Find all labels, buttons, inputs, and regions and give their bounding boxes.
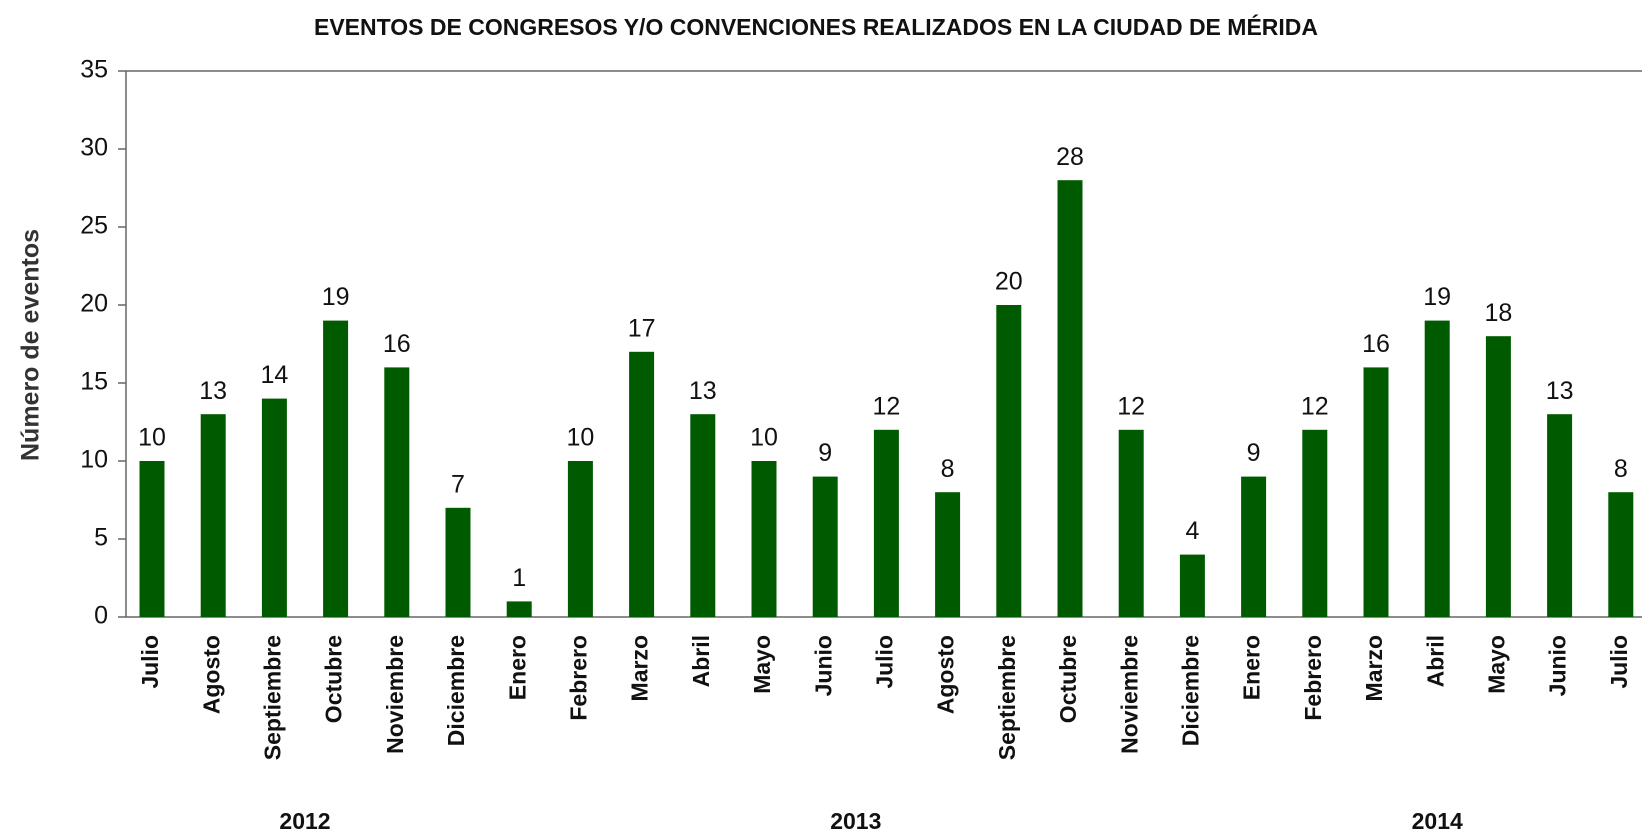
- x-tick-label: Abril: [688, 635, 714, 687]
- value-label: 19: [1423, 283, 1451, 311]
- x-tick-label: Septiembre: [994, 635, 1020, 760]
- value-label: 8: [941, 455, 955, 483]
- bar: [1547, 414, 1573, 617]
- value-label: 9: [1247, 439, 1261, 467]
- value-label: 12: [872, 392, 900, 420]
- x-group-label: 2012: [279, 808, 330, 834]
- bar: [751, 461, 777, 617]
- x-tick-label: Agosto: [198, 635, 224, 714]
- bar: [1302, 429, 1328, 617]
- x-tick-label: Junio: [810, 635, 836, 696]
- bar: [200, 414, 226, 617]
- y-tick-label: 30: [80, 134, 108, 162]
- value-label: 4: [1185, 517, 1199, 545]
- value-label: 1: [512, 564, 526, 592]
- value-label: 19: [322, 283, 350, 311]
- value-label: 10: [138, 424, 166, 452]
- y-tick-label: 10: [80, 446, 108, 474]
- value-label: 10: [750, 424, 778, 452]
- bar: [445, 507, 471, 617]
- x-tick-label: Enero: [1239, 635, 1265, 700]
- y-axis-label: Número de eventos: [17, 229, 45, 461]
- value-label: 10: [566, 424, 594, 452]
- bar: [690, 414, 716, 617]
- value-label: 17: [628, 314, 656, 342]
- x-tick-label: Mayo: [749, 635, 775, 694]
- bar: [1424, 320, 1450, 617]
- value-label: 16: [383, 330, 411, 358]
- chart-title: EVENTOS DE CONGRESOS Y/O CONVENCIONES RE…: [314, 13, 1318, 40]
- bar: [567, 461, 593, 617]
- value-label: 16: [1362, 330, 1390, 358]
- x-tick-label: Mayo: [1483, 635, 1509, 694]
- value-label: 18: [1484, 299, 1512, 327]
- x-tick-label: Abril: [1422, 635, 1448, 687]
- x-tick-label: Agosto: [933, 635, 959, 714]
- value-label: 14: [260, 361, 288, 389]
- bar: [812, 476, 838, 617]
- value-label: 9: [818, 439, 832, 467]
- bar: [384, 367, 410, 617]
- bar: [1363, 367, 1389, 617]
- x-tick-label: Febrero: [565, 635, 591, 721]
- x-tick-label: Diciembre: [1177, 635, 1203, 746]
- x-tick-label: Octubre: [1055, 635, 1081, 723]
- x-tick-label: Marzo: [627, 635, 653, 701]
- value-label: 13: [199, 377, 227, 405]
- bar: [873, 429, 899, 617]
- bar: [1485, 336, 1511, 617]
- bar: [139, 461, 165, 617]
- bar: [996, 305, 1022, 617]
- x-tick-label: Septiembre: [259, 635, 285, 760]
- value-label: 8: [1614, 455, 1628, 483]
- x-tick-label: Enero: [504, 635, 530, 700]
- bar: [1118, 429, 1144, 617]
- bar: [323, 320, 349, 617]
- x-tick-label: Octubre: [321, 635, 347, 723]
- x-tick-label: Diciembre: [443, 635, 469, 746]
- bar: [1179, 554, 1205, 617]
- bar: [261, 398, 287, 617]
- bar: [935, 492, 961, 617]
- x-tick-label: Julio: [1606, 635, 1632, 689]
- y-tick-label: 5: [94, 524, 108, 552]
- value-label: 13: [689, 377, 717, 405]
- value-label: 28: [1056, 143, 1084, 171]
- x-tick-label: Marzo: [1361, 635, 1387, 701]
- y-tick-label: 20: [80, 290, 108, 318]
- x-group-label: 2013: [830, 808, 881, 834]
- value-label: 12: [1117, 392, 1145, 420]
- x-tick-label: Febrero: [1300, 635, 1326, 721]
- value-label: 7: [451, 470, 465, 498]
- value-label: 13: [1546, 377, 1574, 405]
- bar: [629, 351, 655, 617]
- y-tick-label: 35: [80, 56, 108, 84]
- bar: [1608, 492, 1634, 617]
- y-tick-label: 25: [80, 212, 108, 240]
- bar: [1057, 180, 1083, 617]
- y-tick-label: 0: [94, 602, 108, 630]
- x-tick-label: Noviembre: [1116, 635, 1142, 754]
- x-tick-label: Junio: [1545, 635, 1571, 696]
- value-label: 20: [995, 268, 1023, 296]
- x-tick-label: Noviembre: [382, 635, 408, 754]
- x-tick-label: Julio: [137, 635, 163, 689]
- value-label: 12: [1301, 392, 1329, 420]
- bar: [1241, 476, 1267, 617]
- x-group-label: 2014: [1412, 808, 1463, 834]
- bar: [506, 601, 532, 617]
- y-tick-label: 15: [80, 368, 108, 396]
- x-tick-label: Julio: [871, 635, 897, 689]
